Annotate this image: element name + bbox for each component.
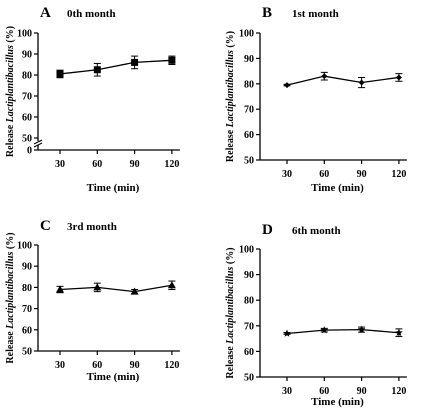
- y-axis-title: Release Lactiplantibacillus (%): [225, 247, 236, 378]
- y-tick-label: 100: [239, 245, 254, 256]
- y-tick-label: 80: [22, 283, 32, 294]
- y-tick-label: 0: [27, 146, 32, 157]
- x-axis-title: Time (min): [87, 182, 140, 194]
- y-tick-label: 50: [22, 347, 32, 358]
- chart-panel-c: 50 60 70 80 90 100 30 60 90 120 Time (min) Release …: [5, 218, 180, 383]
- y-axis-title: Release Lactiplantibacillus (%): [225, 31, 236, 162]
- y-axis-title-prefix: Release: [5, 329, 16, 364]
- y-tick-label: 50: [22, 134, 32, 145]
- x-tick-label: 60: [319, 386, 329, 397]
- y-tick-label: 60: [244, 347, 254, 358]
- panel-title: 1st month: [292, 8, 339, 20]
- chart-panel-d: 50 60 70 80 90 100 30 60 90 120 Time (min) Release …: [225, 222, 407, 408]
- x-tick-label: 30: [55, 360, 65, 371]
- data-point: [320, 326, 329, 334]
- x-tick-label: 90: [357, 386, 367, 397]
- data-point: [395, 74, 402, 81]
- x-axis-title: Time (min): [87, 371, 140, 383]
- series-line: [59, 284, 173, 293]
- x-tick-label: 90: [357, 169, 367, 180]
- panel-letter: A: [40, 5, 51, 21]
- chart-panel-a: 050 60 70 80 90 100 30 60 90 120 Time (min) Release…: [5, 5, 180, 194]
- x-tick-label: 60: [319, 169, 329, 180]
- y-tick-label: 60: [22, 113, 32, 124]
- y-tick-label: 70: [22, 92, 32, 103]
- y-tick-label: 60: [244, 130, 254, 141]
- axis-break-mark: [33, 142, 43, 148]
- data-point: [56, 70, 64, 78]
- data-point: [284, 82, 290, 89]
- panel-letter: D: [262, 222, 273, 238]
- y-tick-label: 90: [244, 54, 254, 65]
- data-point: [131, 58, 139, 66]
- y-tick-label: 70: [244, 105, 254, 116]
- x-tick-label: 90: [130, 360, 140, 371]
- y-tick-label: 90: [22, 262, 32, 273]
- y-axis-title: Release Lactiplantibacillus (%): [5, 232, 16, 363]
- y-axis-title-prefix: Release: [225, 344, 236, 379]
- y-axis-title-genus: Lactiplantibacillus: [225, 50, 236, 128]
- y-tick-label: 100: [239, 29, 254, 40]
- axis-break-mark: [33, 139, 43, 145]
- data-point: [93, 66, 101, 74]
- y-tick-label: 90: [244, 270, 254, 281]
- series-line: [59, 59, 172, 75]
- panel-title: 0th month: [67, 8, 116, 20]
- x-tick-label: 30: [282, 386, 292, 397]
- panel-letter: B: [262, 5, 272, 21]
- y-axis-title-suffix: (%): [225, 247, 236, 266]
- axis-break-gap: [34, 141, 42, 145]
- data-point: [167, 281, 176, 289]
- y-axis-title-prefix: Release: [225, 127, 236, 162]
- y-tick-label: 50: [244, 156, 254, 167]
- y-axis-title-genus: Lactiplantibacillus: [5, 45, 16, 123]
- y-tick-label: 80: [22, 71, 32, 82]
- series-line: [286, 328, 399, 335]
- data-point: [395, 328, 403, 336]
- panel-title: 6th month: [292, 225, 341, 237]
- y-tick-label: 70: [244, 321, 254, 332]
- y-axis-title-prefix: Release: [5, 122, 16, 157]
- series-line: [286, 75, 399, 86]
- y-axis-title-suffix: (%): [5, 26, 16, 45]
- data-point: [56, 285, 64, 293]
- y-tick-label: 80: [244, 296, 254, 307]
- data-point: [357, 325, 366, 333]
- y-axis-title: Release Lactiplantibacillus (%): [5, 26, 16, 157]
- y-tick-label: 50: [244, 373, 254, 384]
- y-tick-label: 70: [22, 304, 32, 315]
- data-point: [168, 56, 176, 64]
- x-tick-label: 120: [164, 159, 179, 170]
- data-point: [358, 79, 365, 86]
- x-tick-label: 30: [282, 169, 292, 180]
- y-axis-title-genus: Lactiplantibacillus: [225, 267, 236, 345]
- y-axis-title-suffix: (%): [225, 31, 236, 50]
- x-tick-label: 60: [92, 159, 102, 170]
- y-tick-label: 60: [22, 325, 32, 336]
- y-tick-label: 80: [244, 79, 254, 90]
- x-tick-label: 60: [92, 360, 102, 371]
- panel-title: 3rd month: [67, 221, 117, 233]
- panel-letter: C: [40, 218, 51, 234]
- data-point: [93, 283, 102, 291]
- x-tick-label: 120: [391, 169, 406, 180]
- y-tick-label: 100: [17, 29, 32, 40]
- y-tick-label: 100: [17, 241, 32, 252]
- x-tick-label: 120: [164, 360, 179, 371]
- x-axis-title: Time (min): [311, 396, 364, 408]
- y-tick-label: 90: [22, 50, 32, 61]
- y-axis-title-suffix: (%): [5, 232, 16, 251]
- y-axis-title-genus: Lactiplantibacillus: [5, 252, 16, 330]
- data-point: [130, 287, 139, 295]
- data-point: [283, 329, 291, 337]
- chart-panel-b: 50 60 70 80 90 100 30 60 90 120 Time (min) Release …: [225, 5, 407, 194]
- x-tick-label: 90: [130, 159, 140, 170]
- x-tick-label: 120: [391, 386, 406, 397]
- x-axis-title: Time (min): [311, 182, 364, 194]
- data-point: [321, 73, 328, 80]
- x-tick-label: 30: [55, 159, 65, 170]
